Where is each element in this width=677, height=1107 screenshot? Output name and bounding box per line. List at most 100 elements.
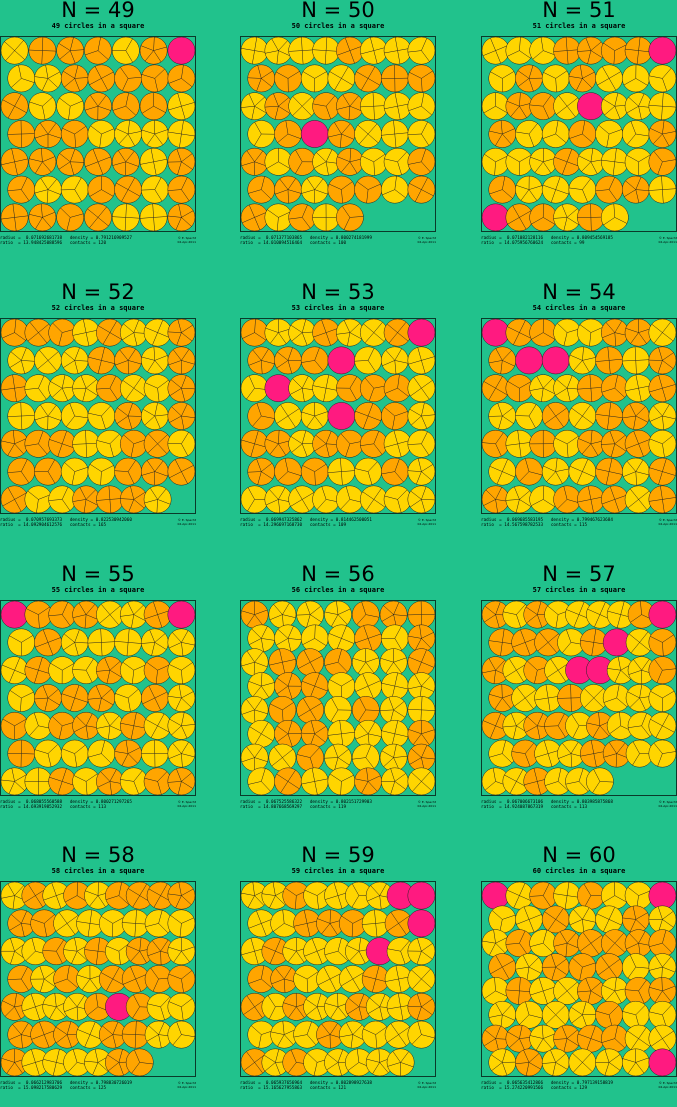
circle	[489, 402, 516, 429]
circle	[49, 375, 76, 402]
circle	[241, 148, 268, 175]
stats-ratio-contacts: ratio = 13.948425088596 contacts = 120	[0, 241, 196, 246]
circle	[96, 486, 123, 513]
circle	[515, 402, 542, 429]
circle	[381, 402, 408, 429]
circle	[622, 458, 649, 485]
panel-credit: © E. Specht 02-Apr-2011	[658, 801, 677, 808]
stats-ratio-contacts: ratio = 14.693919852932 contacts = 113	[0, 805, 196, 810]
circle	[355, 768, 382, 795]
circle	[622, 954, 649, 981]
circle	[144, 319, 171, 346]
panel-credit: © E. Specht 02-Apr-2011	[177, 237, 196, 244]
circle	[569, 176, 596, 203]
circle	[530, 37, 557, 64]
circle	[328, 347, 355, 374]
circle	[269, 696, 296, 723]
circle	[596, 954, 623, 981]
circle	[596, 347, 623, 374]
circle	[34, 402, 61, 429]
circle	[408, 625, 435, 652]
circle	[601, 977, 628, 1004]
circle	[352, 649, 379, 676]
circle	[530, 148, 557, 175]
circle	[355, 65, 382, 92]
panel-stats: radius = 0.068055560588 density = 0.8002…	[0, 800, 196, 810]
circle	[328, 120, 355, 147]
circle	[482, 1025, 509, 1052]
circle	[265, 204, 292, 231]
circle	[355, 176, 382, 203]
circle	[248, 65, 275, 92]
panel-credit: © E. Specht 02-Apr-2011	[177, 801, 196, 808]
circle	[269, 649, 296, 676]
circle	[554, 204, 581, 231]
packing-square	[0, 600, 196, 796]
circle	[141, 458, 168, 485]
circle	[168, 93, 195, 120]
stats-ratio-contacts: ratio = 14.567598782533 contacts = 115	[481, 523, 677, 528]
circle	[61, 347, 88, 374]
circle	[408, 347, 435, 374]
circle	[140, 148, 167, 175]
circle	[577, 204, 604, 231]
circle	[489, 347, 516, 374]
panel-title: N = 59	[240, 845, 436, 865]
circle	[61, 740, 88, 767]
circle	[241, 601, 268, 628]
circle	[301, 673, 328, 700]
circle	[265, 375, 292, 402]
circle	[115, 65, 142, 92]
circle	[336, 430, 363, 457]
circles-diagram	[482, 37, 676, 231]
circle	[408, 938, 435, 965]
circle	[144, 375, 171, 402]
circle	[352, 744, 379, 771]
circle	[596, 458, 623, 485]
circle	[248, 625, 275, 652]
circle	[381, 720, 408, 747]
circle	[596, 402, 623, 429]
circle	[649, 1025, 676, 1052]
circle	[1, 486, 28, 513]
circle	[625, 430, 652, 457]
circle	[601, 930, 628, 957]
circle	[360, 430, 387, 457]
circle	[360, 319, 387, 346]
circle	[8, 65, 35, 92]
circle	[530, 430, 557, 457]
circle	[289, 148, 316, 175]
circle	[622, 65, 649, 92]
circle	[84, 204, 111, 231]
circles-diagram	[241, 882, 435, 1076]
circle	[73, 768, 100, 795]
circle	[381, 120, 408, 147]
circle	[289, 430, 316, 457]
circle	[649, 93, 676, 120]
circle	[506, 430, 533, 457]
circle	[622, 402, 649, 429]
circle	[530, 204, 557, 231]
circle	[569, 954, 596, 981]
circle	[384, 430, 411, 457]
circle	[577, 375, 604, 402]
panel-stats: radius = 0.065635412866 density = 0.7971…	[481, 1081, 677, 1091]
circle	[649, 1049, 676, 1076]
circle	[289, 37, 316, 64]
circle	[336, 204, 363, 231]
circle	[141, 684, 168, 711]
circle	[384, 37, 411, 64]
circle	[274, 625, 301, 652]
circle	[596, 1001, 623, 1028]
circle	[88, 176, 115, 203]
panel-subtitle: 51 circles in a square	[481, 22, 677, 30]
circle	[73, 712, 100, 739]
panel-stats: radius = 0.071692681738 density = 0.7912…	[0, 236, 196, 246]
circles-diagram	[482, 319, 676, 513]
circle	[168, 204, 195, 231]
circle	[622, 120, 649, 147]
circle	[84, 37, 111, 64]
